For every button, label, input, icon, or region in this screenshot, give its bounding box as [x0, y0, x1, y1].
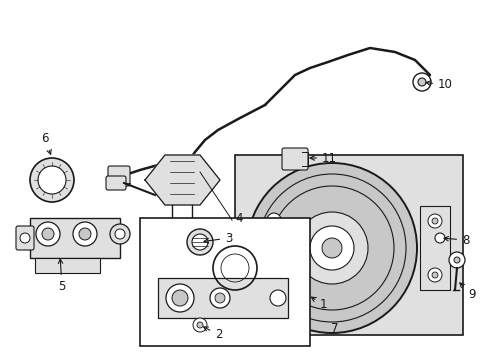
Polygon shape [145, 155, 220, 205]
Circle shape [193, 318, 206, 332]
Circle shape [321, 238, 341, 258]
Circle shape [209, 288, 229, 308]
Text: 8: 8 [443, 234, 468, 247]
Circle shape [453, 257, 459, 263]
Circle shape [412, 73, 430, 91]
Circle shape [172, 290, 187, 306]
Circle shape [73, 222, 97, 246]
Text: 6: 6 [41, 132, 51, 154]
Text: 4: 4 [235, 211, 242, 225]
Circle shape [192, 234, 207, 250]
Circle shape [295, 212, 367, 284]
Circle shape [427, 214, 441, 228]
Text: 2: 2 [203, 327, 222, 342]
Bar [30, 218, 120, 258]
Circle shape [42, 228, 54, 240]
Circle shape [448, 252, 464, 268]
Circle shape [165, 284, 194, 312]
Circle shape [215, 293, 224, 303]
Text: 9: 9 [459, 283, 474, 302]
Bar [419, 206, 449, 290]
FancyBboxPatch shape [16, 226, 34, 250]
Bar [35, 258, 100, 273]
Circle shape [38, 166, 66, 194]
Bar [140, 218, 309, 346]
Bar [235, 155, 462, 335]
Text: 10: 10 [425, 78, 452, 91]
Text: 3: 3 [203, 231, 232, 244]
Circle shape [309, 226, 353, 270]
Text: 1: 1 [311, 297, 327, 311]
Text: 11: 11 [309, 152, 336, 165]
Ellipse shape [264, 257, 283, 283]
FancyBboxPatch shape [106, 176, 126, 190]
Circle shape [36, 222, 60, 246]
Circle shape [115, 229, 125, 239]
Circle shape [427, 268, 441, 282]
Circle shape [269, 290, 285, 306]
Circle shape [30, 158, 74, 202]
Circle shape [110, 224, 130, 244]
Circle shape [79, 228, 91, 240]
Bar [158, 278, 287, 318]
FancyBboxPatch shape [108, 166, 130, 186]
Circle shape [417, 78, 425, 86]
Circle shape [186, 229, 213, 255]
Text: 7: 7 [330, 321, 338, 334]
Circle shape [431, 272, 437, 278]
Ellipse shape [264, 213, 283, 239]
Circle shape [20, 233, 30, 243]
Circle shape [431, 218, 437, 224]
Circle shape [246, 163, 416, 333]
Circle shape [197, 322, 203, 328]
FancyBboxPatch shape [282, 148, 307, 170]
Text: 5: 5 [58, 259, 65, 293]
Circle shape [434, 233, 444, 243]
